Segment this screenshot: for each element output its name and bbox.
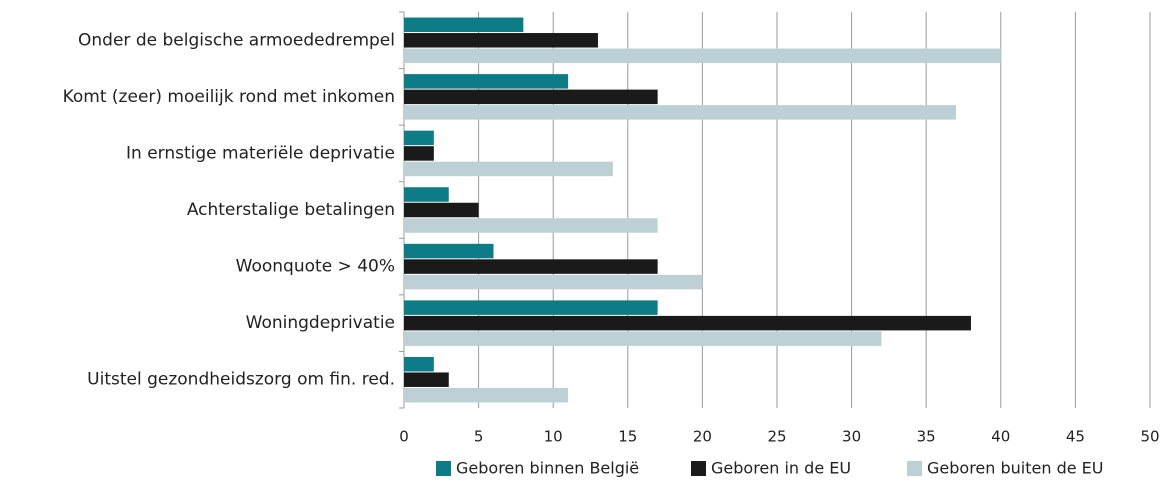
y-tick-label: Achterstalige betalingen — [187, 200, 395, 220]
bar — [404, 146, 434, 161]
legend-swatch — [907, 461, 922, 476]
x-tick-label: 20 — [693, 428, 712, 446]
legend-label: Geboren binnen België — [456, 459, 639, 478]
y-tick-label: In ernstige materiële deprivatie — [126, 143, 395, 163]
bar — [404, 17, 524, 33]
bar — [404, 356, 434, 372]
bar — [404, 74, 569, 89]
legend-label: Geboren buiten de EU — [927, 459, 1103, 478]
y-tick-label: Onder de belgische armoededrempel — [78, 30, 395, 50]
x-tick-label: 30 — [842, 428, 861, 446]
legend-swatch — [691, 461, 706, 476]
bar — [404, 259, 658, 274]
bar — [404, 331, 882, 346]
bar — [404, 202, 479, 218]
bar — [404, 187, 449, 202]
bar — [404, 130, 434, 146]
bar — [404, 387, 569, 403]
bar — [404, 274, 703, 290]
x-tick-label: 50 — [1140, 428, 1159, 446]
x-tick-label: 35 — [917, 428, 936, 446]
bar — [404, 33, 598, 48]
x-tick-label: 0 — [399, 428, 409, 446]
legend-label: Geboren in de EU — [711, 459, 851, 478]
bar — [404, 105, 957, 120]
x-tick-label: 5 — [474, 428, 484, 446]
x-tick-label: 45 — [1066, 428, 1085, 446]
bar — [404, 315, 971, 331]
legend-swatch — [436, 461, 451, 476]
x-tick-label: 15 — [618, 428, 637, 446]
x-tick-label: 10 — [544, 428, 563, 446]
x-tick-label: 25 — [767, 428, 786, 446]
bar — [404, 89, 658, 105]
y-tick-label: Woonquote > 40% — [236, 257, 395, 277]
bar — [404, 243, 494, 259]
bar — [404, 300, 658, 315]
bar — [404, 48, 1001, 64]
x-tick-label: 40 — [991, 428, 1010, 446]
y-tick-label: Woningdeprivatie — [246, 313, 395, 333]
bar — [404, 372, 449, 387]
bar — [404, 161, 613, 177]
y-tick-label: Komt (zeer) moeilijk rond met inkomen — [63, 87, 395, 107]
y-tick-label: Uitstel gezondheidszorg om fin. red. — [87, 370, 395, 390]
bar — [404, 218, 658, 233]
